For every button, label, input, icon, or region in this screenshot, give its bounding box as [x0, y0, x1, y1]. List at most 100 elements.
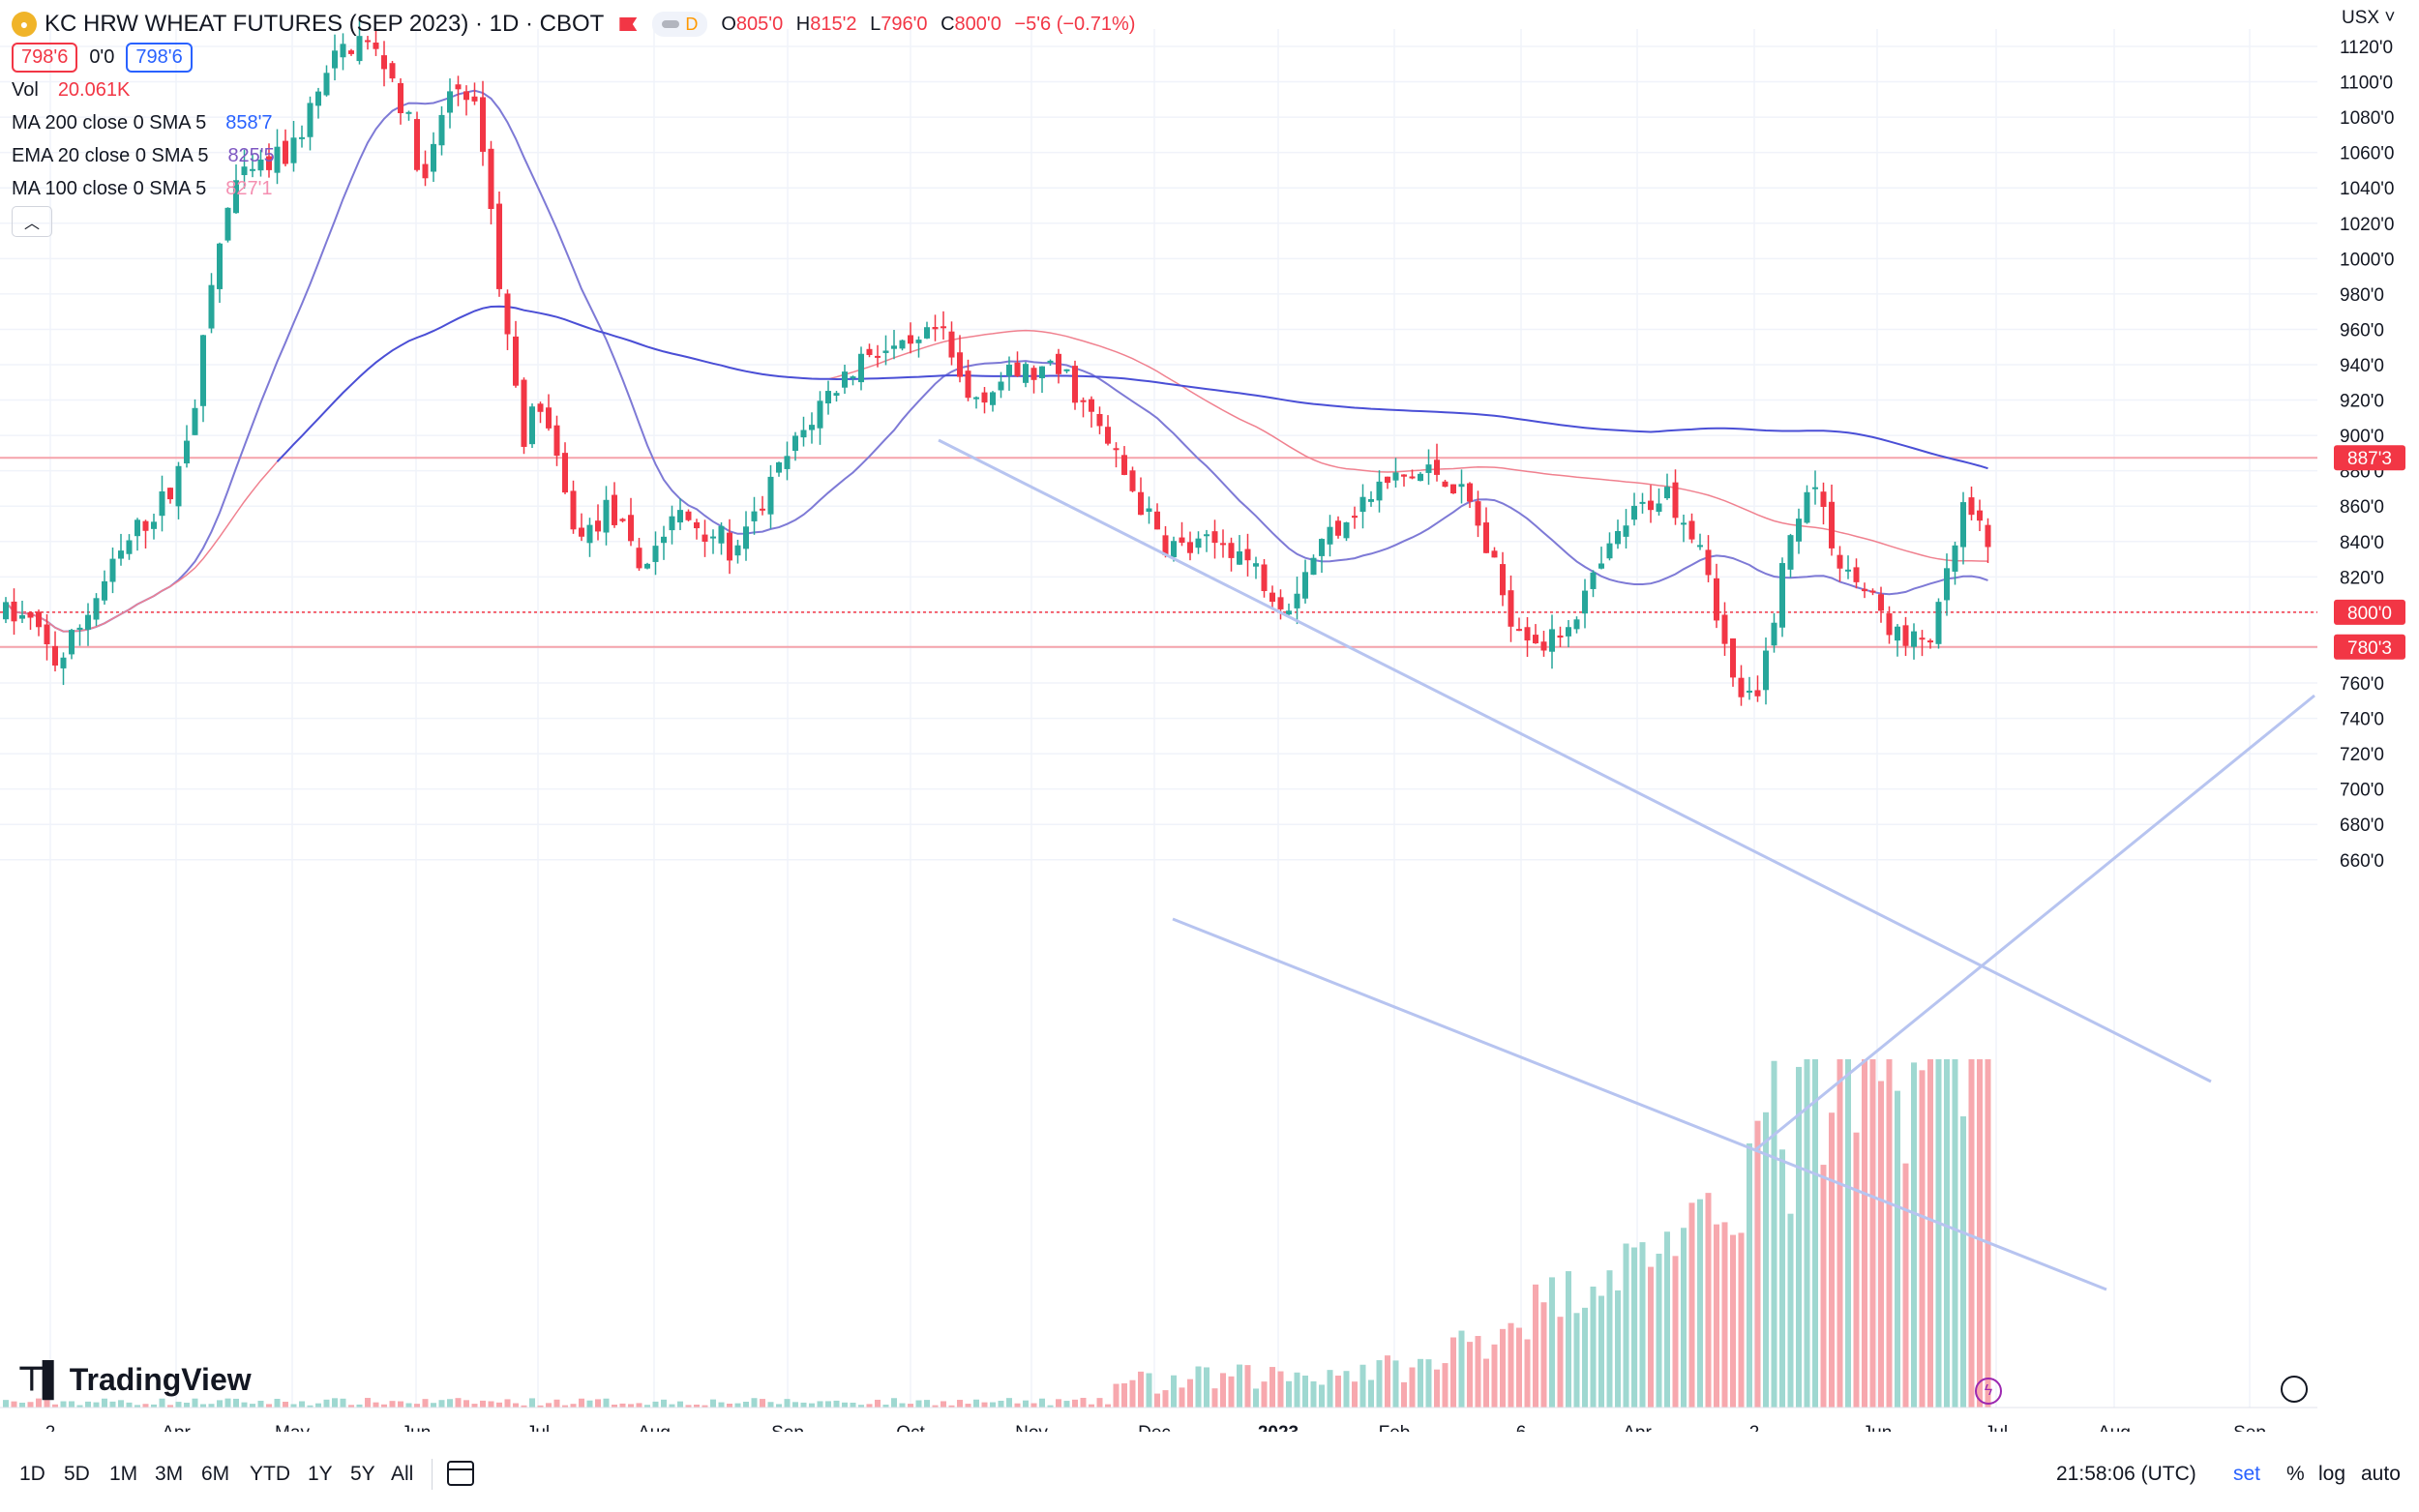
toolbar-divider	[432, 1459, 433, 1490]
candle-body	[1869, 590, 1876, 593]
volume-bar	[159, 1398, 165, 1408]
flag-icon[interactable]	[619, 17, 638, 31]
ma-200-line[interactable]	[276, 305, 1988, 470]
volume-bar	[1343, 1371, 1350, 1408]
volume-bar	[1820, 1165, 1827, 1408]
timeframe-1y[interactable]: 1Y	[308, 1463, 333, 1485]
volume-bar	[1458, 1330, 1465, 1408]
trendline[interactable]	[1172, 917, 2107, 1291]
clock[interactable]: 21:58:06 (UTC)	[2056, 1463, 2196, 1485]
volume-bar	[1590, 1286, 1597, 1408]
indicator-row[interactable]: MA 100 close 0 SMA 5 827'1	[12, 172, 1143, 205]
candle-body	[990, 392, 996, 405]
symbol-title[interactable]: KC HRW WHEAT FUTURES (SEP 2023) · 1D · C…	[45, 11, 605, 37]
candle-body	[1771, 622, 1777, 646]
indicator-row[interactable]: Vol 20.061K	[12, 74, 1143, 106]
indicator-row[interactable]: EMA 20 close 0 SMA 5 825'5	[12, 139, 1143, 172]
timeframe-all[interactable]: All	[391, 1463, 414, 1485]
price-chart[interactable]: 1120'0 1100'0 1080'0 1060'0 1040'0 1020'0 1000…	[0, 0, 2419, 1432]
volume-bar	[1853, 1132, 1860, 1408]
volume-bar	[1162, 1390, 1169, 1408]
candle-body	[1754, 690, 1761, 697]
volume-bar	[1952, 1059, 1958, 1408]
scale-option-set[interactable]: set	[2233, 1463, 2261, 1485]
candle-body	[1804, 491, 1810, 523]
trendlines[interactable]	[938, 438, 2315, 1291]
indicator-row[interactable]: MA 200 close 0 SMA 5 858'7	[12, 106, 1143, 139]
timeframe-6m[interactable]: 6M	[201, 1463, 230, 1485]
trendline[interactable]	[1755, 694, 2315, 1151]
volume-bar	[1475, 1336, 1481, 1408]
volume-bar	[3, 1400, 9, 1408]
candle-body	[702, 534, 708, 542]
timeframe-1m[interactable]: 1M	[109, 1463, 138, 1485]
lightning-icon[interactable]: ϟ	[1975, 1378, 2002, 1405]
timeframe-ytd[interactable]: YTD	[250, 1463, 290, 1485]
volume-bar	[948, 1405, 955, 1408]
volume-bar	[1030, 1403, 1037, 1408]
candle-body	[381, 55, 387, 70]
volume-bar	[809, 1403, 815, 1408]
timeframe-3m[interactable]: 3M	[155, 1463, 184, 1485]
volume-bar	[1483, 1358, 1489, 1408]
volume-bar	[27, 1402, 34, 1408]
volume-bar	[1639, 1242, 1646, 1408]
time-tick-label: Nov	[1015, 1423, 1048, 1432]
candle-body	[3, 602, 9, 620]
timeframe-5y[interactable]: 5Y	[350, 1463, 375, 1485]
currency-selector[interactable]: USX ˅	[2342, 8, 2396, 28]
candle-body	[553, 425, 560, 457]
time-tick-label: Oct	[896, 1423, 925, 1432]
volume-bar	[398, 1401, 403, 1408]
candle-body	[1566, 627, 1571, 637]
volume-bar	[1812, 1059, 1818, 1408]
scale-option-percent[interactable]: %	[2286, 1463, 2305, 1485]
volume-bar	[1902, 1163, 1909, 1408]
candle-body	[1063, 369, 1070, 371]
candle-body	[184, 440, 190, 464]
timeframe-1d[interactable]: 1D	[19, 1463, 45, 1485]
ema-20-line[interactable]	[5, 89, 1988, 633]
candle-body	[842, 371, 848, 388]
candle-body	[1878, 594, 1884, 611]
time-axis[interactable]: 2 Apr May Jun Jul Aug Sep Oct Nov Dec 2023 Feb 6 Apr 2…	[0, 1407, 2317, 1432]
calendar-icon[interactable]	[447, 1461, 474, 1486]
candle-body	[447, 91, 453, 113]
data-status-pill[interactable]: D	[652, 12, 708, 37]
volume-bar	[217, 1400, 223, 1408]
candle-body	[915, 340, 922, 343]
volume-bar	[1228, 1376, 1235, 1408]
volume-bar	[438, 1400, 445, 1408]
volume-bar	[332, 1398, 338, 1408]
candle-body	[1072, 366, 1078, 403]
volume-bar	[93, 1402, 100, 1408]
candle-body	[1582, 590, 1588, 614]
scale-option-auto[interactable]: auto	[2361, 1463, 2401, 1485]
volume-bar	[899, 1403, 906, 1408]
reset-chart-icon[interactable]	[2281, 1376, 2308, 1403]
bid-box[interactable]: 798'6	[12, 42, 78, 73]
collapse-legend-button[interactable]: ︿	[12, 206, 52, 237]
price-label-bg	[2334, 599, 2405, 625]
candle-body	[948, 331, 955, 358]
candle-body	[1829, 501, 1835, 548]
candle-body	[562, 453, 568, 493]
volume-bar	[1467, 1342, 1473, 1408]
candle-body	[767, 476, 774, 515]
timeframe-5d[interactable]: 5D	[64, 1463, 90, 1485]
volume-bar	[915, 1400, 922, 1408]
scale-option-log[interactable]: log	[2318, 1463, 2346, 1485]
candle-body	[1820, 491, 1827, 507]
candle-body	[1688, 520, 1695, 540]
volume-bar	[1697, 1199, 1703, 1408]
ask-box[interactable]: 798'6	[126, 42, 193, 73]
candles	[3, 18, 1991, 706]
candle-body	[19, 614, 25, 619]
candle-body	[60, 657, 67, 668]
candle-body	[891, 345, 897, 349]
spread-value: 0'0	[89, 45, 115, 68]
volume-bar	[1738, 1232, 1745, 1408]
volume-bar	[1204, 1367, 1210, 1408]
trendline[interactable]	[938, 438, 2212, 1083]
price-axis[interactable]: 1120'0 1100'0 1080'0 1060'0 1040'0 1020'0 1000…	[2334, 38, 2405, 872]
